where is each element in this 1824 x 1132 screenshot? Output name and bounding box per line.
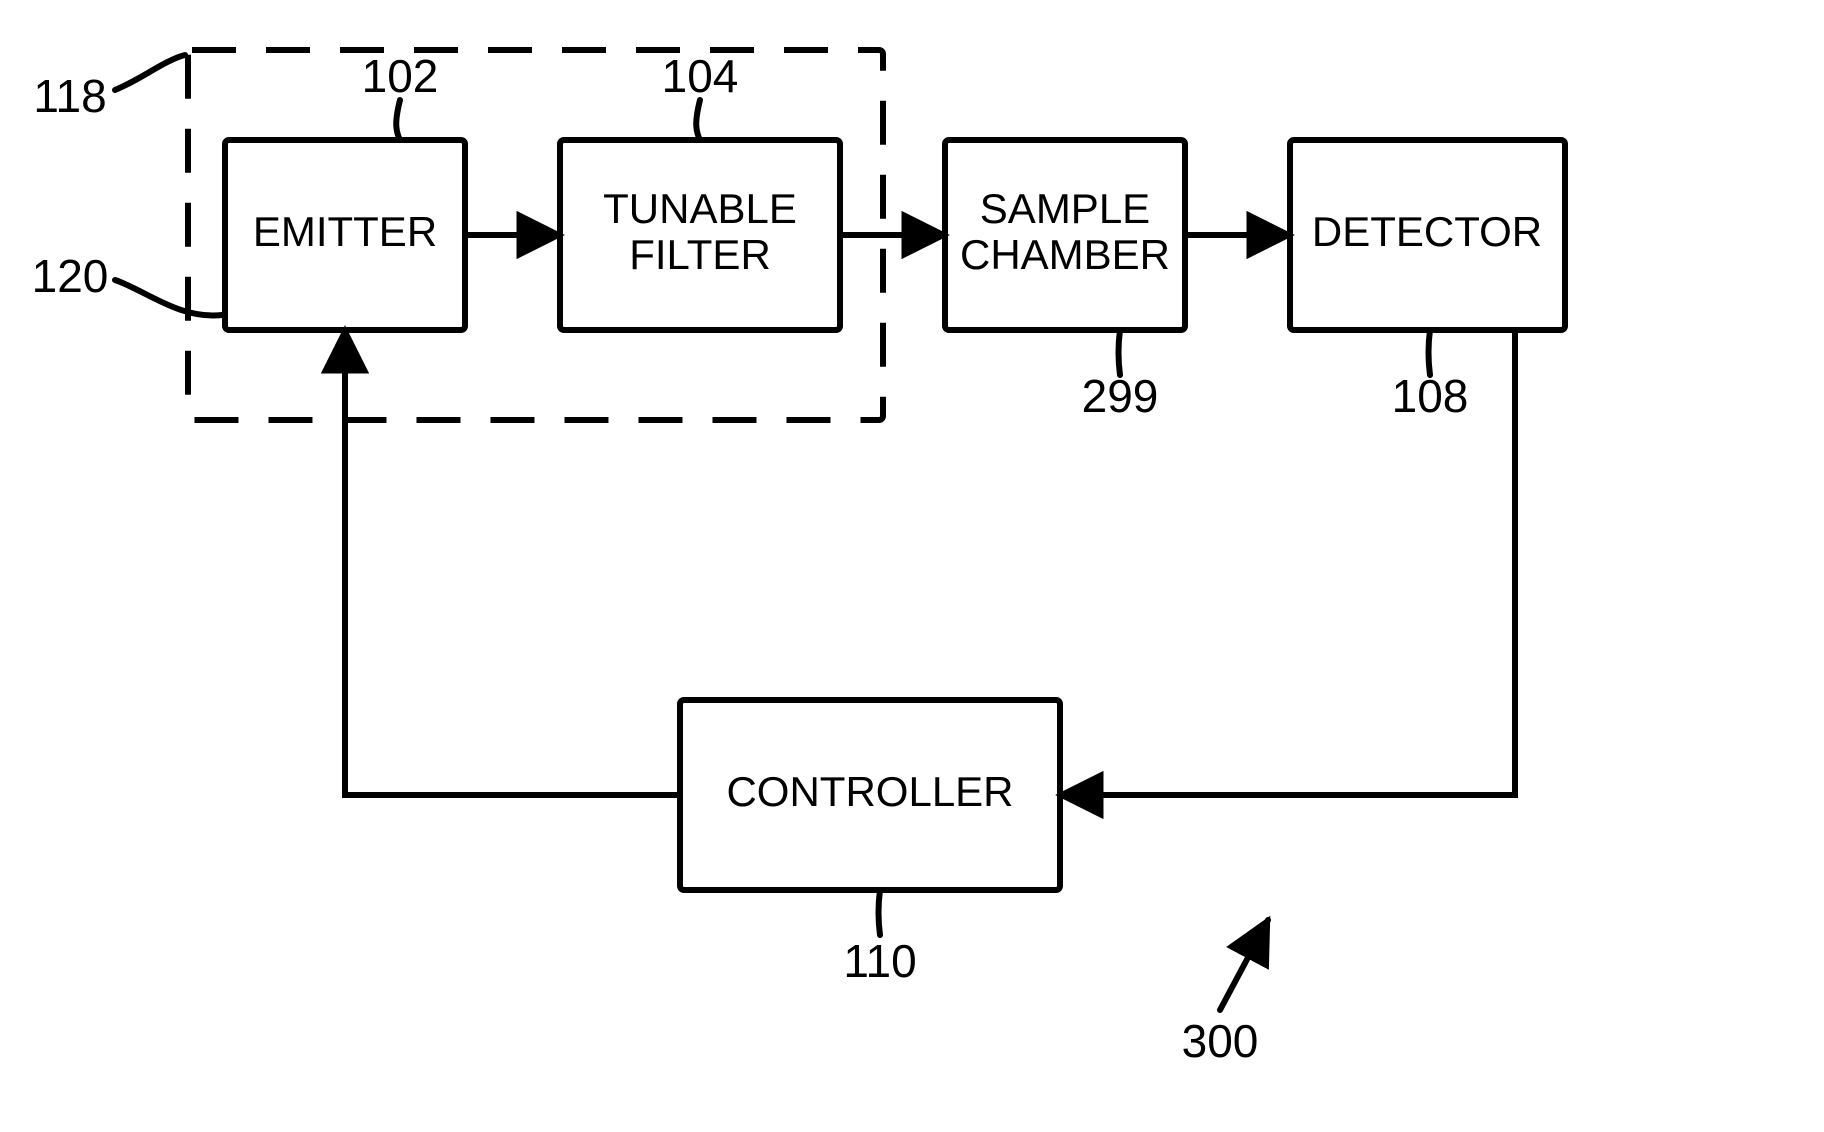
leader-104 <box>696 100 700 140</box>
leader-108 <box>1429 330 1431 375</box>
leader-118 <box>115 55 185 90</box>
detector-label: DETECTOR <box>1312 208 1542 255</box>
ref-299: 299 <box>1082 370 1159 422</box>
ref-104: 104 <box>662 50 739 102</box>
sample-chamber-label-1: SAMPLE <box>980 185 1150 232</box>
leader-300 <box>1220 920 1268 1010</box>
ref-108: 108 <box>1392 370 1469 422</box>
tunable-filter-label-2: FILTER <box>629 231 771 278</box>
sample-chamber-label-2: CHAMBER <box>960 231 1170 278</box>
leader-299 <box>1119 330 1121 375</box>
controller-label: CONTROLLER <box>726 768 1013 815</box>
ref-120: 120 <box>32 250 109 302</box>
leader-120 <box>115 280 222 316</box>
arrow-controller-to-emitter <box>345 330 680 795</box>
ref-102: 102 <box>362 50 439 102</box>
leader-102 <box>396 100 400 140</box>
tunable-filter-label-1: TUNABLE <box>603 185 797 232</box>
emitter-label: EMITTER <box>253 208 437 255</box>
ref-118: 118 <box>33 70 106 122</box>
ref-300: 300 <box>1182 1015 1259 1067</box>
ref-110: 110 <box>843 935 916 987</box>
leader-110 <box>879 890 881 935</box>
